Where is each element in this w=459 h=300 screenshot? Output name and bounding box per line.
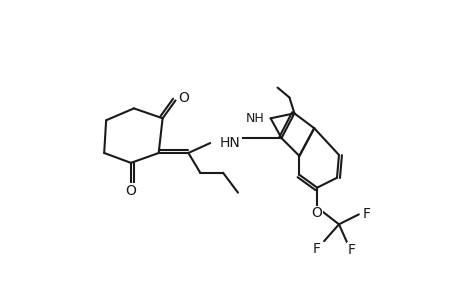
Text: HN: HN [219, 136, 241, 150]
Text: F: F [312, 242, 319, 256]
Text: O: O [125, 184, 136, 198]
Text: F: F [362, 207, 370, 221]
Text: NH: NH [246, 112, 264, 125]
Text: O: O [311, 206, 322, 220]
Text: O: O [178, 92, 189, 106]
Text: F: F [347, 243, 355, 257]
